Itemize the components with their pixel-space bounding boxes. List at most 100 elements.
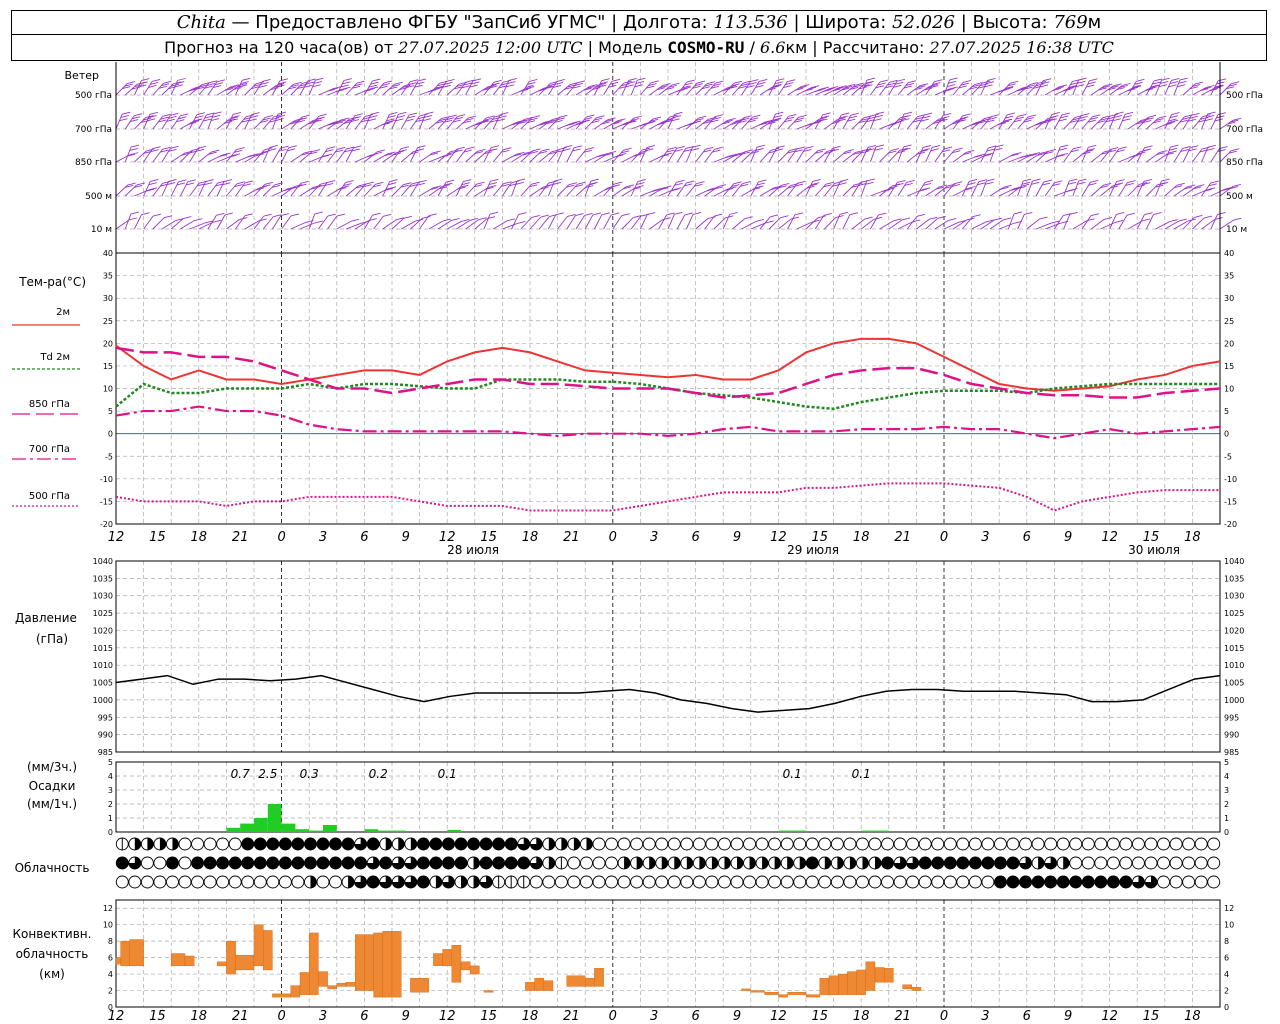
cloud-symbol xyxy=(943,856,957,870)
wind-barb-flag xyxy=(442,218,451,222)
wind-barb-flag xyxy=(186,182,195,186)
wind-barb-flag xyxy=(398,111,407,115)
latitude-label: Широта: xyxy=(805,12,887,33)
cloud-circle xyxy=(730,875,744,889)
wind-barb-flag xyxy=(168,115,177,119)
wind-barb-flag xyxy=(276,84,285,88)
wind-barb-flag xyxy=(838,85,847,89)
wind-barb xyxy=(787,84,810,96)
wind-barb xyxy=(152,215,173,230)
wind-barb-flag xyxy=(383,80,393,84)
wind-barb-flag xyxy=(756,182,765,186)
wind-barb-flag xyxy=(208,151,217,155)
wind-barb-flag xyxy=(527,81,536,85)
wind-barb-flag xyxy=(508,77,518,81)
wind-barb-flag xyxy=(662,83,671,87)
wind-barb xyxy=(483,211,499,230)
wind-barb-flag xyxy=(1173,185,1183,189)
cloud-fill xyxy=(881,857,894,869)
wind-barb-flag xyxy=(957,117,966,121)
cloud-symbol xyxy=(216,875,230,889)
wind-barb xyxy=(980,78,996,96)
wind-barb xyxy=(870,79,888,96)
wind-barb-shaft xyxy=(161,148,171,163)
wind-barb-shaft xyxy=(1044,114,1053,130)
wind-barb-flag xyxy=(574,83,583,86)
cloud-fill xyxy=(367,857,380,870)
wind-barb xyxy=(492,147,512,163)
wind-barb-flag xyxy=(191,148,200,152)
cloud-symbol xyxy=(228,837,242,851)
cloud-symbol xyxy=(329,856,342,870)
wind-barb-shaft xyxy=(410,182,420,197)
wind-barb-flag xyxy=(212,85,222,89)
wind-barb-flag xyxy=(1233,117,1242,121)
wind-barb xyxy=(686,181,705,197)
wind-barb xyxy=(547,178,563,197)
wind-barb-shaft xyxy=(796,148,806,163)
wind-barb-flag xyxy=(1171,112,1180,115)
wind-barb-flag xyxy=(858,120,867,124)
wind-barb-flag xyxy=(428,213,437,217)
wind-barb-flag xyxy=(617,118,626,122)
cloud-symbol xyxy=(241,875,255,889)
wind-barb-flag xyxy=(986,178,995,182)
wind-barb-flag xyxy=(706,81,715,85)
wind-barb-flag xyxy=(1031,181,1040,185)
cloud-circle xyxy=(1169,875,1183,889)
cloud-circle xyxy=(617,837,631,851)
cloud-symbol xyxy=(379,837,393,851)
wind-barb-shaft xyxy=(1210,80,1219,96)
cloud-fill xyxy=(480,838,493,850)
cloud-fill xyxy=(548,857,555,869)
wind-barb-flag xyxy=(1187,118,1196,122)
wind-barb-flag xyxy=(978,179,987,183)
wind-barb xyxy=(557,120,581,130)
wind-barb xyxy=(189,82,210,96)
wind-barb-shaft xyxy=(152,82,164,96)
wind-barb xyxy=(548,212,564,230)
cloud-fill xyxy=(699,857,706,869)
wind-barb xyxy=(400,112,418,130)
wind-barb-flag xyxy=(346,146,355,150)
wind-barb-flag xyxy=(183,216,192,219)
wind-barb-flag xyxy=(684,183,693,187)
wind-barb-flag xyxy=(1152,120,1162,124)
precip-bar xyxy=(364,829,379,832)
wind-barb-flag xyxy=(674,149,683,152)
wind-barb-flag xyxy=(120,115,129,118)
wind-barb xyxy=(934,217,957,230)
wind-barb-flag xyxy=(729,211,738,215)
wind-barb xyxy=(1219,117,1242,130)
wind-barb xyxy=(529,214,549,230)
wind-barb-flag xyxy=(236,147,245,151)
wind-barb xyxy=(502,220,526,230)
wind-barb xyxy=(778,216,800,230)
wind-barb-flag xyxy=(875,85,884,89)
wind-barb xyxy=(1173,114,1193,130)
wind-barb xyxy=(336,180,354,197)
cloud-symbol xyxy=(881,856,894,870)
cloud-symbol xyxy=(304,856,317,870)
cloud-symbol xyxy=(1069,837,1083,851)
wind-barb-flag xyxy=(1101,85,1110,89)
wind-barb xyxy=(428,218,451,230)
wind-barb-flag xyxy=(567,84,576,88)
wind-barb xyxy=(557,213,576,230)
wind-barb xyxy=(833,211,849,230)
wind-barb-shaft xyxy=(741,116,753,130)
wind-barb-shaft xyxy=(971,82,983,96)
conv-bar xyxy=(805,994,821,998)
wind-barb-flag xyxy=(672,115,682,119)
cloud-circle xyxy=(893,837,907,851)
wind-level-label-right: 10 м xyxy=(1226,225,1247,235)
wind-barb-flag xyxy=(391,84,401,88)
wind-barb-shaft xyxy=(1072,79,1080,96)
cloud-symbol xyxy=(1132,837,1145,851)
wind-barb-flag xyxy=(581,119,590,123)
wind-barb-flag xyxy=(1135,121,1144,125)
wind-barb-shaft xyxy=(354,183,367,197)
wind-barb-flag xyxy=(1018,186,1027,189)
wind-barb-flag xyxy=(500,112,509,116)
